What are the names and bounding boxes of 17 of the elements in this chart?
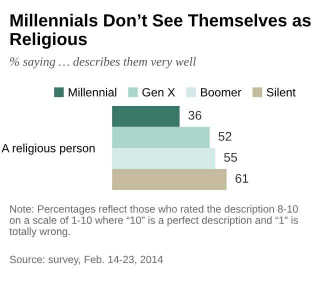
bar — [112, 168, 227, 190]
text: Note: Percentages reflect those who rated the description 8-10 on a scale of 1-10 where “10” is a perfect description and “1” is totally wrong. — [10, 205, 298, 238]
bar — [112, 106, 180, 127]
legend-label: Silent — [266, 88, 296, 96]
legend-label: Boomer — [201, 88, 242, 96]
y-tick-label: A religious person — [2, 144, 95, 155]
data-label: 55 — [224, 153, 238, 162]
data-label: 36 — [188, 110, 202, 120]
legend-label: Gen X — [142, 88, 176, 96]
chart-title: Millennials Don’t See Themselves as Religious — [10, 14, 311, 49]
data-label: 52 — [218, 132, 232, 141]
data-label: 61 — [236, 174, 248, 183]
bar — [112, 148, 216, 169]
bar — [112, 126, 210, 148]
source-note: Source: survey, Feb. 14-23, 2014 — [10, 256, 163, 266]
legend-label: Millennial — [68, 88, 116, 96]
chart-subtitle: % saying … describes them very well — [10, 57, 196, 68]
